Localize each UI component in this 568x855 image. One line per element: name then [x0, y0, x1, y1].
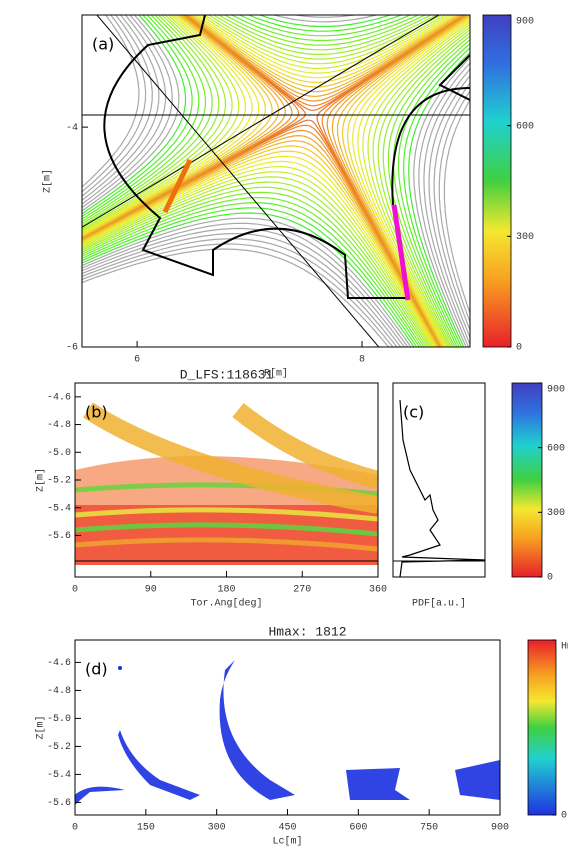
colorbar-tick-label: Hmax — [561, 642, 568, 653]
x-tick-label: 750 — [420, 823, 438, 834]
x-tick-label: 900 — [491, 823, 509, 834]
hit-cluster — [220, 660, 295, 800]
x-tick-label: 300 — [208, 823, 226, 834]
colorbar-tick-label: 900 — [516, 17, 534, 28]
plot-frame — [75, 640, 500, 815]
y-tick-label: -5.4 — [47, 503, 71, 514]
y-axis-label: Z[m] — [35, 468, 47, 492]
panel-label: (a) — [92, 35, 114, 54]
colorbar-tick-label: 900 — [547, 385, 565, 396]
panel-label: (c) — [403, 403, 424, 422]
colorbar-tick-label: 0 — [516, 343, 522, 354]
x-tick-label: 450 — [278, 823, 296, 834]
colorbar-tick-label: 300 — [516, 232, 534, 243]
field-line — [0, 0, 568, 13]
hit-cluster — [118, 666, 122, 670]
y-axis-label: Z[m] — [42, 169, 54, 193]
y-tick-label: -5.2 — [47, 476, 71, 487]
y-tick-label: -4.8 — [47, 686, 71, 697]
hit-cluster — [118, 730, 200, 800]
colorbar-tick-label: 600 — [547, 443, 565, 454]
panel-label: (b) — [85, 403, 108, 422]
x-tick-label: 6 — [134, 355, 140, 366]
y-tick-label: -5.0 — [47, 714, 71, 725]
panel — [393, 400, 485, 577]
panel-title: Hmax: 1812 — [268, 624, 346, 639]
panel-title: D_LFS:118631 — [180, 367, 274, 382]
pdf-curve — [400, 400, 485, 577]
y-tick-label: -6 — [66, 343, 78, 354]
x-tick-label: 150 — [137, 823, 155, 834]
colorbar — [483, 15, 511, 347]
x-tick-label: 600 — [349, 823, 367, 834]
colorbar — [528, 640, 556, 815]
field-line — [0, 0, 568, 8]
y-tick-label: -5.0 — [47, 448, 71, 459]
panel — [75, 410, 378, 565]
y-tick-label: -4.6 — [47, 392, 71, 403]
panel-label: (d) — [85, 660, 108, 679]
colorbar — [512, 383, 542, 577]
y-tick-label: -4 — [66, 123, 78, 134]
x-tick-label: 0 — [72, 585, 78, 596]
x-axis-label: Tor.Ang[deg] — [190, 598, 262, 610]
y-tick-label: -4.6 — [47, 658, 71, 669]
panel — [70, 660, 500, 805]
colorbar-tick-label: 0 — [547, 573, 553, 584]
x-tick-label: 360 — [369, 585, 387, 596]
colorbar-tick-label: 300 — [547, 508, 565, 519]
x-tick-label: 0 — [72, 823, 78, 834]
x-tick-label: 270 — [293, 585, 311, 596]
y-tick-label: -5.2 — [47, 742, 71, 753]
y-tick-label: -5.4 — [47, 770, 71, 781]
hit-cluster — [346, 768, 410, 800]
y-tick-label: -5.6 — [47, 531, 71, 542]
colorbar-tick-label: 600 — [516, 121, 534, 132]
x-axis-label: PDF[a.u.] — [412, 598, 466, 610]
x-tick-label: 90 — [145, 585, 157, 596]
x-tick-label: 8 — [359, 355, 365, 366]
y-tick-label: -4.8 — [47, 420, 71, 431]
colorbar-tick-label: 0 — [561, 811, 567, 822]
x-axis-label: Lc[m] — [272, 836, 302, 848]
x-tick-label: 180 — [217, 585, 235, 596]
y-tick-label: -5.6 — [47, 798, 71, 809]
y-axis-label: Z[m] — [35, 715, 47, 739]
hit-cluster — [455, 760, 500, 800]
field-line — [0, 0, 568, 3]
